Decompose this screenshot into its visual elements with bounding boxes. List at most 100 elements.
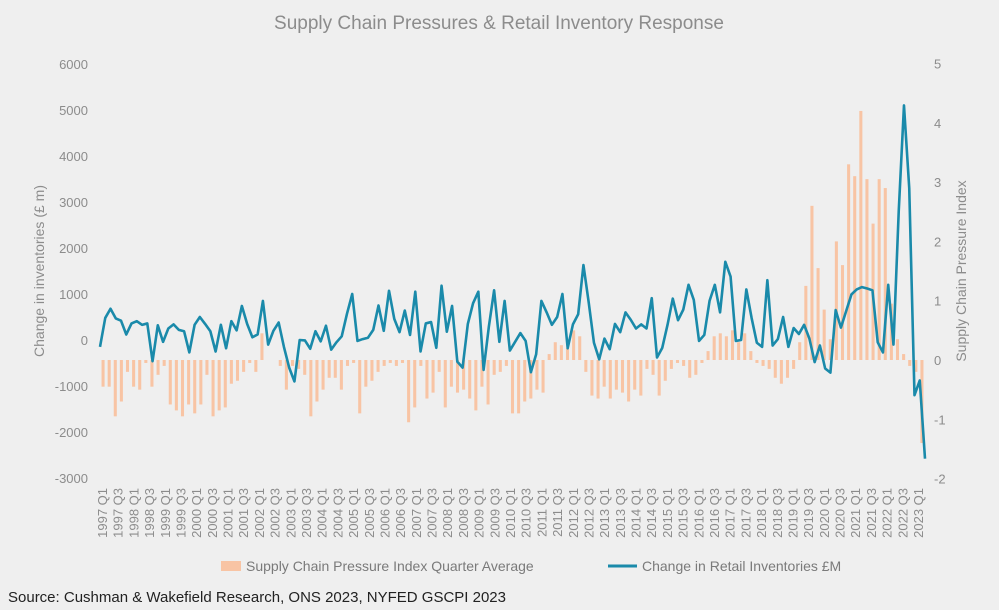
right-axis-ticks: 5 4 3 2 1 0 -1 -2 [934,57,946,487]
x-tick-label: 2018 Q1 [754,488,769,538]
bar [743,333,747,360]
bar [437,360,441,372]
left-axis-ticks: 6000 5000 4000 3000 2000 1000 0 -1000 -2000 -3000 [55,57,88,486]
bar [284,360,288,390]
right-tick-label: 2 [934,234,941,249]
bar [498,360,502,372]
x-tick-label: 2004 Q1 [315,488,330,538]
bar [193,360,197,414]
bar [810,205,814,360]
bar [737,342,741,360]
x-tick-label: 2012 Q3 [581,488,596,538]
bar [486,360,490,405]
bar [125,360,130,372]
bar [315,360,319,402]
bar [376,360,380,372]
legend-label-bar: Supply Chain Pressure Index Quarter Aver… [246,558,534,574]
bar [211,360,215,417]
x-tick-label: 2002 Q3 [268,488,283,538]
bar [223,360,227,408]
bar [645,360,649,369]
x-tick-label: 2005 Q1 [346,488,361,538]
bar [761,360,765,366]
bar [394,360,398,366]
bar [596,360,600,399]
bar [474,360,478,411]
x-tick-label: 2013 Q1 [597,488,612,538]
bar [327,360,331,378]
x-tick-label: 2001 Q3 [236,488,251,538]
x-tick-label: 2021 Q3 [864,488,879,538]
bar [345,360,350,366]
bar [101,360,105,387]
x-tick-label: 2016 Q3 [707,488,722,538]
bar [492,360,496,375]
x-tick-label: 2023 Q1 [911,488,926,538]
bar-series [101,110,924,444]
bar [908,360,912,366]
bar [614,360,618,390]
bar [565,348,570,360]
bar [156,360,160,375]
bar [180,360,185,417]
bar [400,360,405,363]
x-tick-label: 2003 Q3 [299,488,314,538]
bar [578,336,582,360]
bar [407,360,411,423]
x-tick-label: 2022 Q3 [895,488,910,538]
x-tick-label: 2006 Q3 [393,488,408,538]
bar [132,360,136,387]
bar [254,360,258,372]
x-tick-label: 2010 Q3 [519,488,534,538]
bar [767,360,771,369]
bar [572,330,576,360]
bar [877,179,881,360]
bar [902,354,906,360]
bar [730,330,735,360]
bar [535,360,539,390]
bar [309,360,313,417]
right-tick-label: 4 [934,116,941,131]
bar [419,360,423,366]
bar [168,360,172,405]
bar [834,241,838,360]
bar [682,360,686,366]
x-tick-label: 2005 Q3 [362,488,377,538]
source-note: Source: Cushman & Wakefield Research, ON… [8,589,506,606]
bar [364,360,368,387]
left-tick-label: 2000 [59,241,88,256]
bar [700,360,704,363]
bar [627,360,631,402]
x-tick-label: 2019 Q1 [785,488,800,538]
x-tick-label: 2016 Q1 [691,488,706,538]
bar [260,333,264,360]
bar [822,309,826,360]
bar [321,360,325,390]
bar [712,336,716,360]
x-axis-ticks: 1997 Q1 1997 Q3 1998 Q1 1998 Q3 1999 Q1 1999 … [95,488,926,538]
bar [455,360,460,393]
right-tick-label: -2 [934,472,946,487]
bar [174,360,178,411]
bar [358,360,362,414]
x-tick-label: 2010 Q1 [503,488,518,538]
bar [718,333,722,360]
bar [798,342,802,360]
bar [633,360,637,390]
bar [278,360,282,366]
x-tick-label: 2002 Q1 [252,488,267,538]
x-tick-label: 2008 Q3 [456,488,471,538]
left-tick-label: 5000 [59,103,88,118]
bar [290,360,295,366]
bar [755,360,759,363]
x-tick-label: 2000 Q3 [205,488,220,538]
x-tick-label: 2020 Q1 [817,488,832,538]
inventory-line [98,104,927,459]
bar [816,268,820,360]
right-tick-label: 0 [934,353,941,368]
x-tick-label: 2014 Q1 [629,488,644,538]
x-tick-label: 2009 Q1 [472,488,487,538]
bar [590,360,594,396]
left-tick-label: 0 [81,333,88,348]
